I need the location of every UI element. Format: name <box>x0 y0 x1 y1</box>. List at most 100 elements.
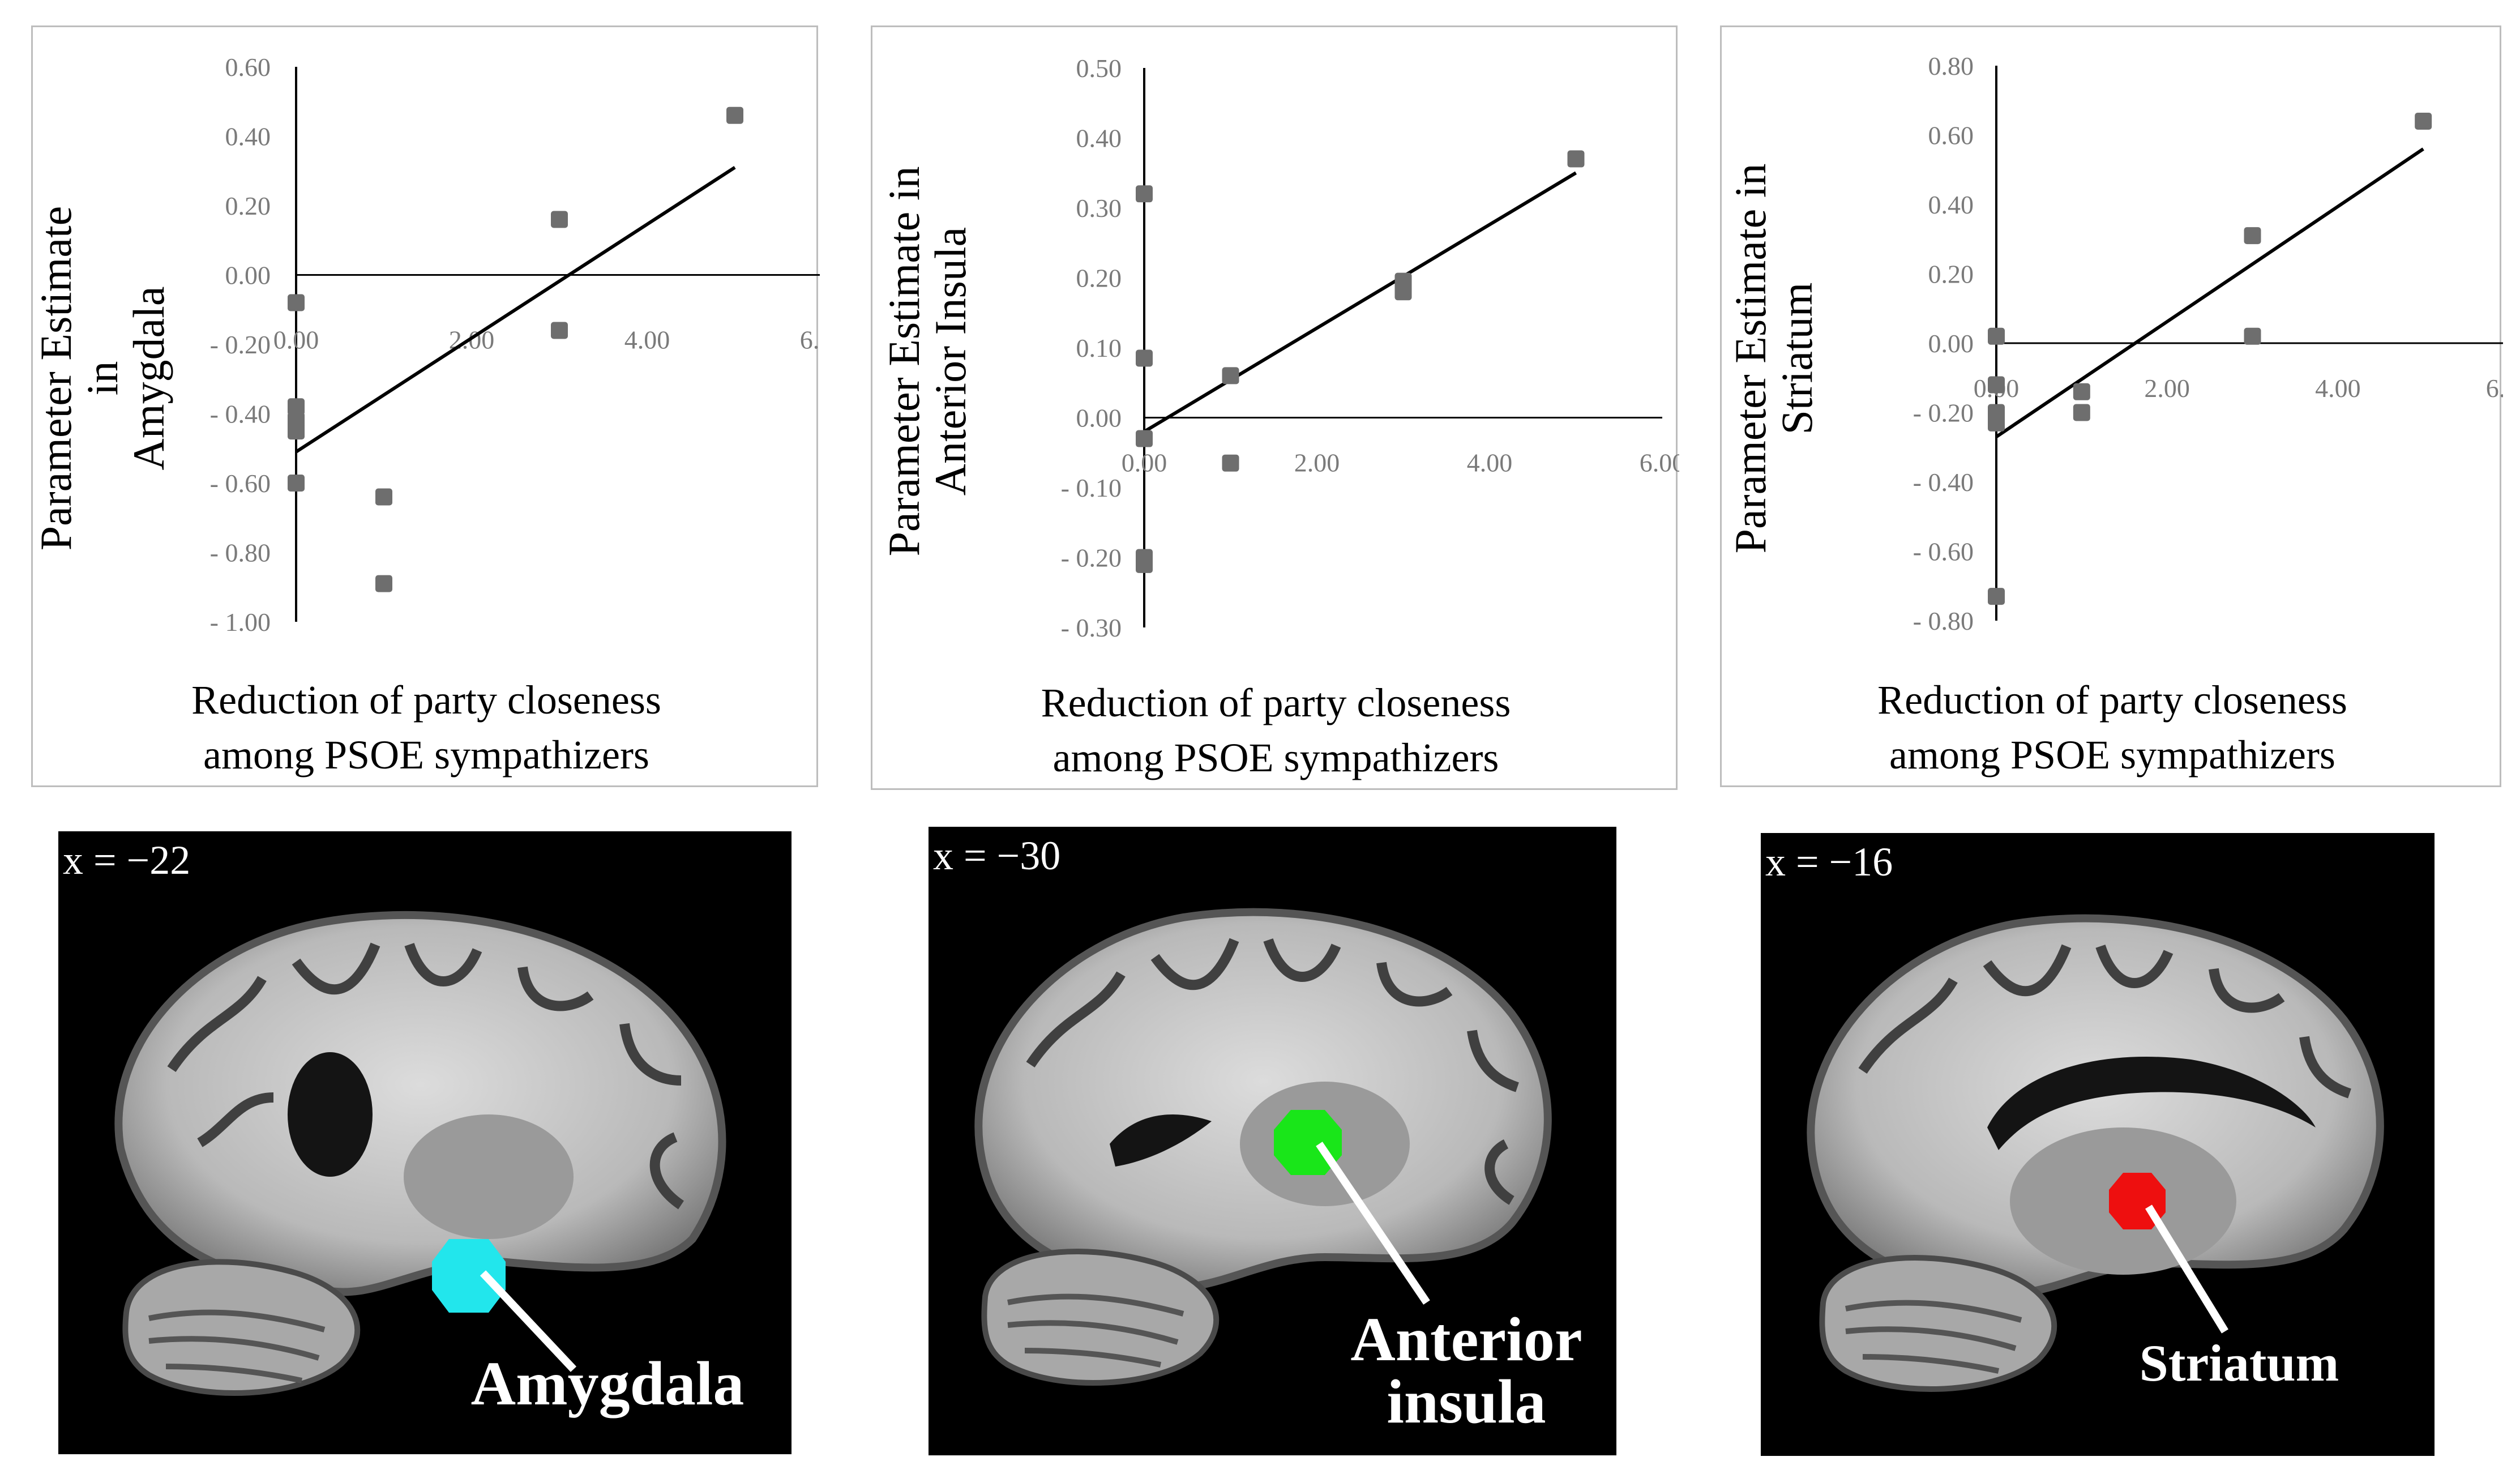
y-tick-label: 0.40 <box>225 122 271 151</box>
trend-line <box>1143 171 1577 433</box>
x-axis-title-line: Reduction of party closeness <box>1041 680 1511 725</box>
scatter-plot-anterior-insula: 0.500.400.300.200.100.00- 0.10- 0.20- 0.… <box>1061 54 1679 642</box>
y-axis-title-line: Parameter Estimate <box>31 206 80 551</box>
pointer-arrow <box>480 1270 577 1372</box>
chart-panel-anterior-insula: 0.50 0.40 0.30 0.20 0.10 0.00- 0.10- 0.20- 0.… <box>871 25 1679 790</box>
region-label-striatum: Striatum <box>2112 1337 2367 1389</box>
y-tick-label: 0.50 <box>1076 54 1122 83</box>
y-tick-label: 0.00 <box>1076 404 1122 433</box>
y-tick-label: - 1.00 <box>210 608 271 637</box>
region-label-line: Striatum <box>2139 1334 2339 1392</box>
y-tick-label: 0.20 <box>225 191 271 220</box>
data-point <box>1394 283 1412 301</box>
region-label-line: insula <box>1387 1367 1546 1436</box>
data-point <box>1988 327 2005 345</box>
data-point <box>551 211 568 228</box>
x-axis-title-striatum: Reduction of party closeness among PSOE … <box>1733 673 2492 783</box>
slice-coordinate: x = −30 <box>933 833 1061 878</box>
pointer-arrow <box>1316 1142 1430 1305</box>
slice-coordinate: x = −22 <box>63 838 191 883</box>
x-tick-label: 6.00 <box>800 326 820 354</box>
y-tick-label: 0.10 <box>1076 334 1122 362</box>
x-tick-label: 0.00 <box>1122 448 1167 477</box>
y-tick-label: 0.00 <box>225 261 271 290</box>
data-point <box>1988 376 2005 394</box>
ventricle <box>1987 1057 2316 1150</box>
data-point <box>375 575 392 592</box>
y-tick-label: 0.60 <box>1928 121 1974 150</box>
data-point <box>1136 556 1153 573</box>
y-tick-label: 0.60 <box>225 53 271 82</box>
x-axis-title-line: among PSOE sympathizers <box>1053 735 1499 781</box>
scatter-plot-amygdala: 0.600.400.200.00- 0.20- 0.40- 0.60- 0.80… <box>210 53 820 637</box>
data-point <box>2244 227 2261 245</box>
x-tick-label: 4.00 <box>624 326 670 354</box>
region-label-anterior-insula: Anterior insula <box>1325 1308 1608 1433</box>
y-tick-label: - 0.20 <box>1061 544 1122 573</box>
x-tick-label: 6.00 <box>1640 448 1679 477</box>
y-axis-title-anterior-insula: Parameter Estimate in Anterior Insula <box>879 140 975 582</box>
ventricle <box>288 1052 373 1177</box>
scatter-plot-striatum: 0.80 0.60 0.40 0.20 0.00 - 0.20 - 0.40 - 0.60 - … <box>1913 52 2503 635</box>
pointer-arrow <box>2145 1204 2228 1334</box>
y-tick-label: - 0.20 <box>210 330 271 359</box>
cerebellum-folia <box>1845 1300 2022 1374</box>
cerebrum-shape <box>974 908 1552 1292</box>
trend-line <box>295 166 736 454</box>
brain-image-anterior-insula: x = −30 Anterior insula <box>929 827 1616 1455</box>
y-tick-label: - 0.60 <box>1913 537 1974 566</box>
brain-illustration <box>1807 914 2384 1392</box>
x-tick-label: 0.00 <box>273 326 319 354</box>
roi-amygdala <box>432 1239 506 1313</box>
y-tick-label: - 0.10 <box>1061 473 1122 502</box>
data-point <box>1222 367 1239 385</box>
region-label-line: Amygdala <box>470 1349 745 1418</box>
x-tick-label: 4.00 <box>2315 374 2361 403</box>
brain-illustration <box>974 908 1552 1386</box>
data-point <box>1136 185 1153 203</box>
y-axis-title-line: Amygdala <box>123 286 173 471</box>
data-point <box>1567 150 1585 168</box>
brain-image-striatum: x = −16 Striatum <box>1761 833 2435 1456</box>
deep-gray-matter <box>404 1114 574 1239</box>
cerebellum-shape <box>981 1249 1220 1386</box>
data-point <box>288 475 305 492</box>
data-point <box>551 322 568 339</box>
y-tick-label: 0.40 <box>1076 124 1122 153</box>
cerebellum-folia <box>148 1309 326 1383</box>
gyri-pattern <box>167 942 684 1210</box>
x-axis-title-line: among PSOE sympathizers <box>1889 732 2335 778</box>
data-point <box>288 294 305 311</box>
y-tick-label: - 0.40 <box>1913 468 1974 497</box>
data-point <box>2244 327 2261 345</box>
x-axis-title-anterior-insula: Reduction of party closeness among PSOE … <box>884 676 1668 785</box>
y-tick-label: - 0.20 <box>1913 399 1974 428</box>
y-axis-title-line: Striatum <box>1772 282 1821 435</box>
y-axis-title-line: Anterior Insula <box>925 227 975 496</box>
brain-illustration <box>114 911 726 1396</box>
y-tick-label: - 0.80 <box>210 539 271 567</box>
data-point <box>1136 349 1153 367</box>
y-tick-label: 0.20 <box>1928 260 1974 289</box>
data-point <box>726 106 743 124</box>
x-tick-label: 2.00 <box>2144 374 2190 403</box>
y-tick-label: 0.00 <box>1928 329 1974 358</box>
x-axis-title-amygdala: Reduction of party closeness among PSOE … <box>44 673 808 783</box>
data-point <box>2073 383 2090 400</box>
y-axis-title-striatum: Parameter Estimate in Striatum <box>1726 138 1821 579</box>
trend-line <box>1995 147 2424 438</box>
gyri-pattern <box>1026 938 1519 1205</box>
y-tick-label: 0.40 <box>1928 190 1974 219</box>
data-point <box>2073 404 2090 421</box>
y-axis-title-amygdala: Parameter Estimate in Amygdala <box>31 157 173 599</box>
region-label-line: Anterior <box>1350 1305 1582 1374</box>
chart-panel-amygdala: 0.60 0.40 0.20 0.00- 0.20- 0.40- 0.60- 0.80… <box>31 25 820 787</box>
x-tick-label: 6.00 <box>2486 374 2503 403</box>
data-point <box>1222 454 1239 472</box>
y-tick-label: - 0.30 <box>1061 613 1122 642</box>
y-tick-label: - 0.40 <box>210 400 271 429</box>
y-tick-label: 0.20 <box>1076 264 1122 293</box>
data-point <box>2415 113 2432 130</box>
y-tick-label: - 0.60 <box>210 469 271 498</box>
y-tick-label: - 0.80 <box>1913 606 1974 635</box>
